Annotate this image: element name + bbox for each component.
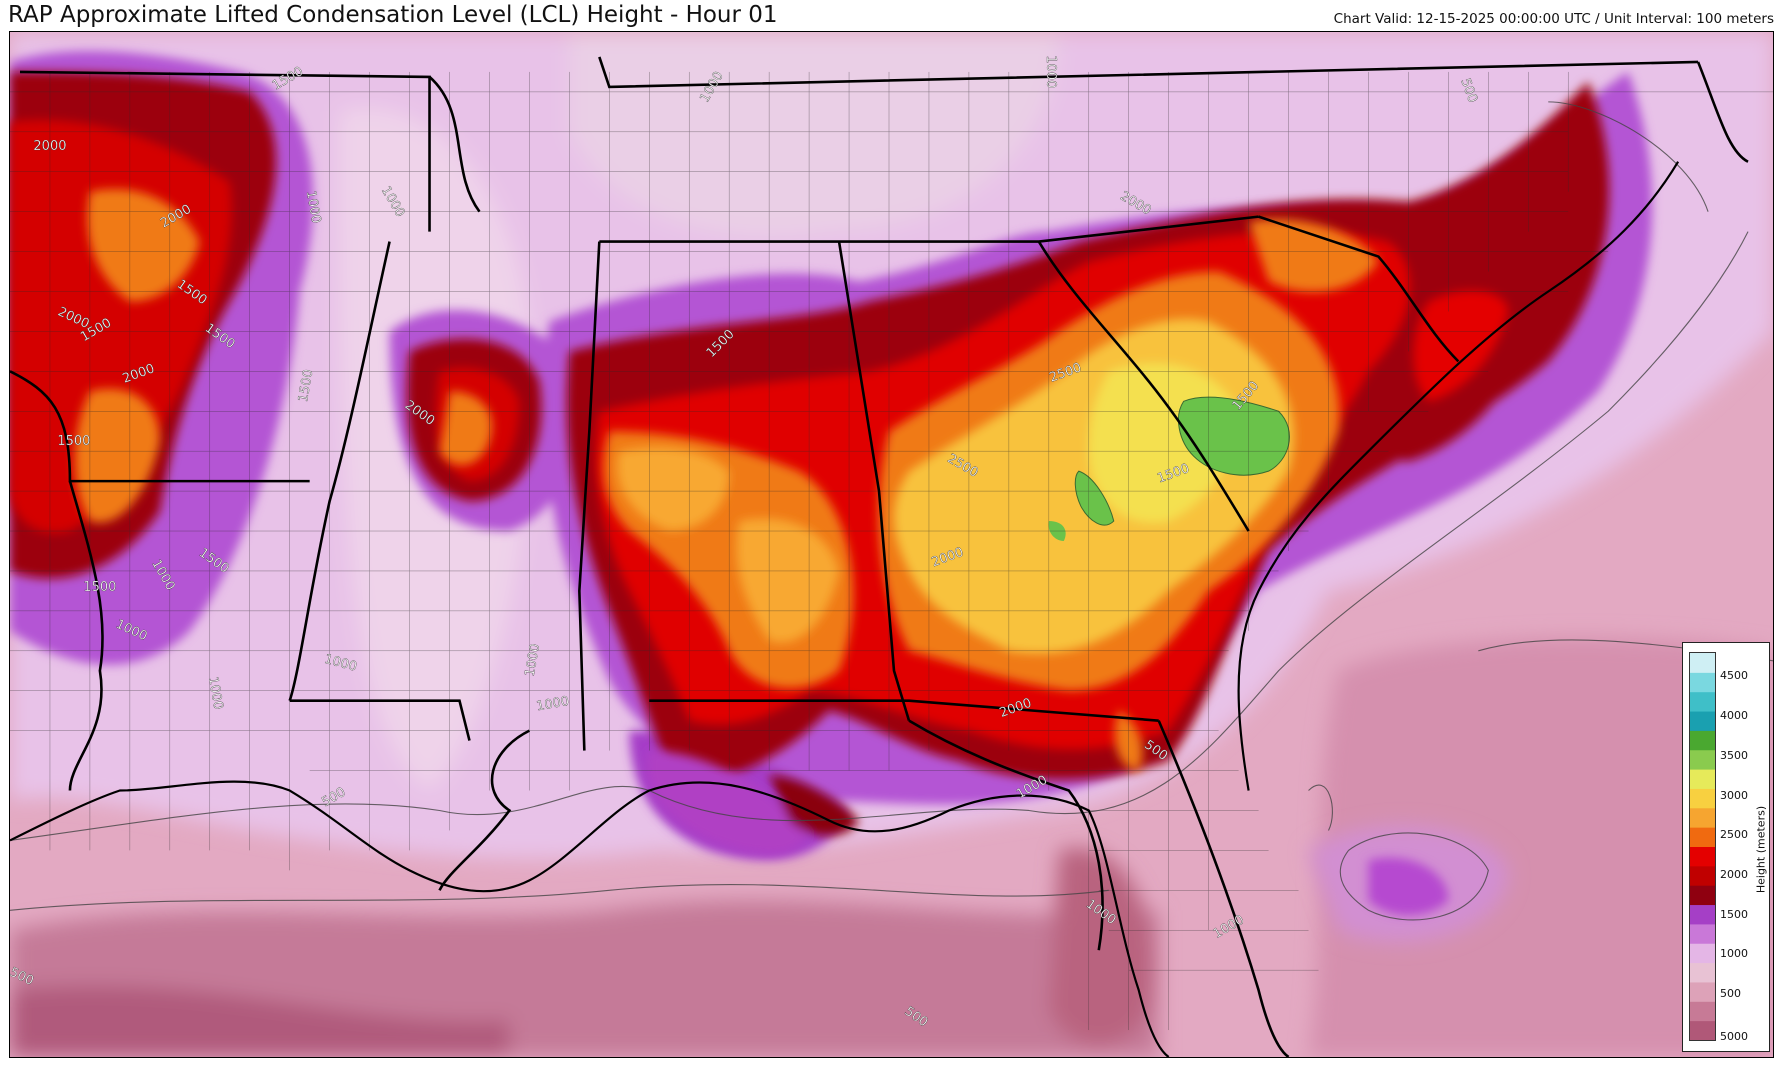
legend-swatch [1690, 1001, 1715, 1022]
legend-swatch [1690, 672, 1715, 693]
state-boundaries [10, 56, 1749, 1057]
legend-tick-label: 4000 [1720, 709, 1748, 722]
green-max-area [1048, 396, 1290, 542]
contour-label: 1500 [296, 368, 317, 403]
contour-label: 1000 [535, 694, 570, 714]
legend-swatch [1690, 788, 1715, 809]
legend-swatch [1690, 711, 1715, 731]
chart-title: RAP Approximate Lifted Condensation Leve… [8, 2, 778, 28]
legend-swatch [1690, 769, 1715, 789]
legend-swatch [1690, 923, 1715, 944]
legend-swatch [1690, 749, 1715, 770]
legend-swatch [1690, 807, 1715, 828]
legend-swatch [1690, 827, 1715, 847]
legend-swatch [1690, 962, 1715, 983]
legend-swatch [1690, 653, 1715, 673]
legend-swatch [1690, 730, 1715, 751]
legend-tick-label: 5000 [1720, 1030, 1748, 1043]
contour-label: 1500 [57, 434, 90, 449]
legend-colorbar [1689, 652, 1716, 1041]
legend-tick-label: 2000 [1720, 868, 1748, 881]
legend-swatch [1690, 904, 1715, 925]
legend-tick-label: 3500 [1720, 749, 1748, 762]
contour-label: 1500 [83, 580, 116, 595]
legend-tick-label: 1000 [1720, 947, 1748, 960]
chart-valid-time: Chart Valid: 12-15-2025 00:00:00 UTC / U… [1333, 11, 1774, 27]
legend-swatch [1690, 981, 1715, 1002]
contour-label: 1000 [205, 676, 226, 711]
legend-swatch [1690, 943, 1715, 964]
contour-lines [10, 101, 1773, 921]
legend-swatch [1690, 691, 1715, 712]
legend-swatch [1690, 865, 1715, 886]
contour-label: 1000 [523, 643, 544, 678]
legend: 5000 500 1000 1500 2000 2500 3000 3500 4000 4500 … [1682, 642, 1770, 1052]
legend-tick-label: 4500 [1720, 669, 1748, 682]
legend-swatch [1690, 1020, 1715, 1040]
coastline [10, 161, 1680, 1057]
contour-label: 1000 [1043, 55, 1058, 88]
legend-tick-label: 500 [1720, 987, 1741, 1000]
legend-swatch [1690, 846, 1715, 867]
contour-label: 2000 [33, 139, 66, 154]
legend-tick-label: 1500 [1720, 908, 1748, 921]
legend-label: Height (meters) [1754, 805, 1768, 894]
county-boundaries [10, 71, 1773, 1031]
legend-tick-label: 3000 [1720, 789, 1748, 802]
gulf-lcl-blob [647, 750, 1449, 916]
legend-swatch [1690, 885, 1715, 906]
legend-tick-label: 2500 [1720, 828, 1748, 841]
contour-label: 1000 [303, 189, 324, 224]
